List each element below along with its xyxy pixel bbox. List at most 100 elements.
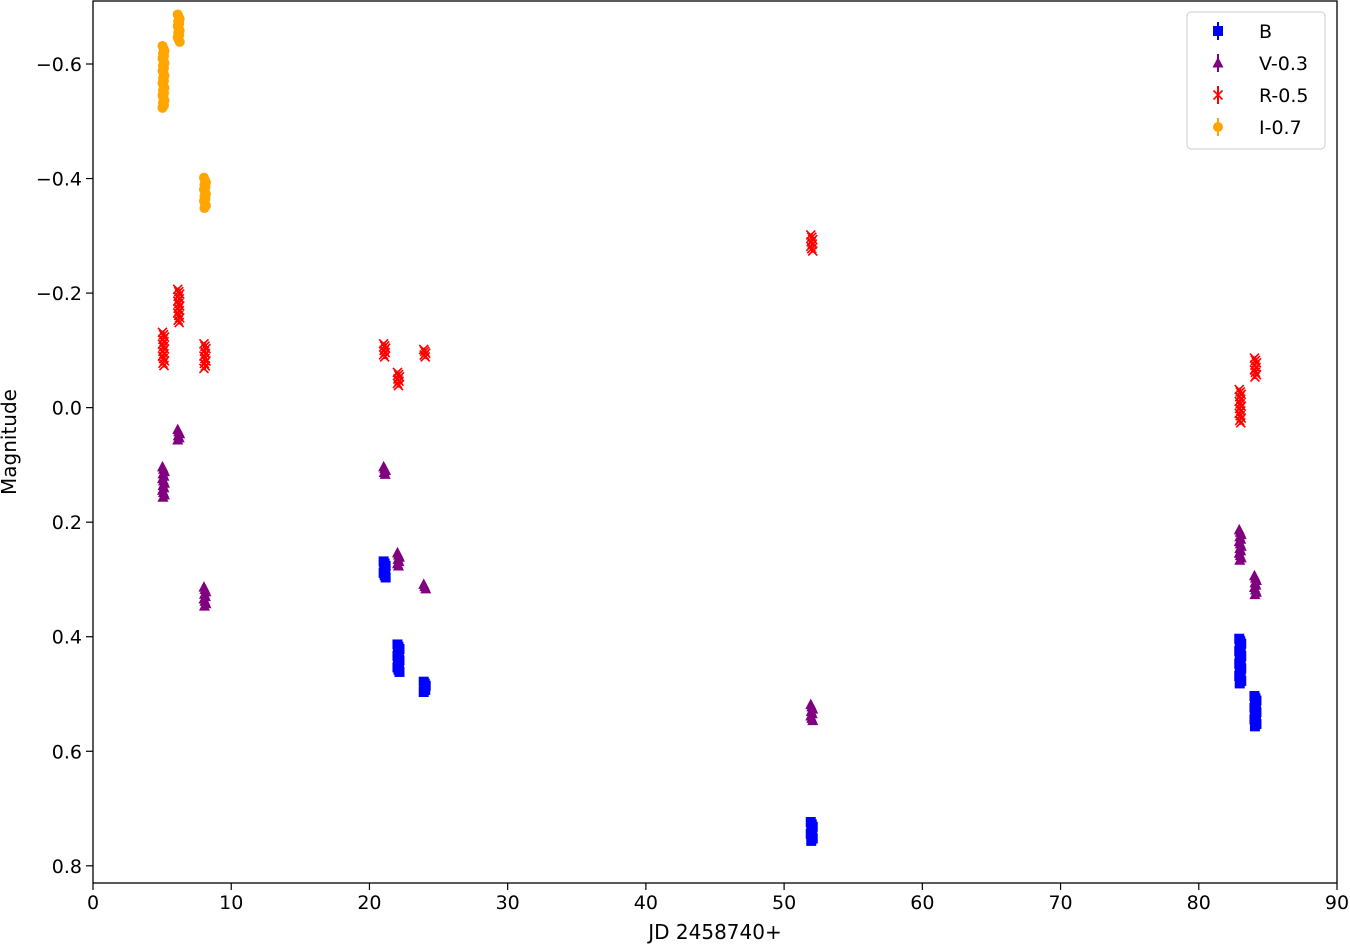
data-cluster xyxy=(418,578,432,594)
data-point xyxy=(807,245,818,257)
data-cluster xyxy=(172,9,185,47)
data-cluster xyxy=(805,229,818,257)
legend-label: R-0.5 xyxy=(1259,85,1309,107)
data-cluster xyxy=(156,460,170,502)
series-b xyxy=(378,556,1262,846)
y-tick-label: 0.2 xyxy=(52,512,82,534)
data-cluster xyxy=(1249,691,1262,732)
y-tick-label: 0.0 xyxy=(52,398,82,420)
data-point xyxy=(157,358,169,369)
data-cluster xyxy=(1249,353,1262,383)
legend-label: B xyxy=(1259,21,1272,43)
data-point xyxy=(392,560,404,571)
data-layer xyxy=(156,9,1262,846)
x-tick-label: 90 xyxy=(1325,892,1349,914)
data-point xyxy=(378,349,389,360)
series-i-0-7 xyxy=(157,9,211,214)
legend: B V-0.3 R-0.5 I-0.7 xyxy=(1186,11,1326,150)
data-point xyxy=(807,714,819,726)
data-cluster xyxy=(391,546,405,571)
x-tick-label: 40 xyxy=(634,892,658,914)
y-tick-label: −0.2 xyxy=(36,283,82,305)
data-point xyxy=(379,351,390,363)
y-axis-ticks: −0.6 −0.4 −0.2 0.0 0.2 0.4 0.6 0.8 xyxy=(36,54,93,878)
legend-entry: B xyxy=(1213,21,1272,43)
legend-marker xyxy=(1213,122,1223,132)
data-cluster xyxy=(1234,384,1247,428)
x-tick-label: 0 xyxy=(87,892,99,914)
plot-frame xyxy=(92,0,1338,884)
legend-label: I-0.7 xyxy=(1259,117,1302,139)
y-tick-label: 0.4 xyxy=(52,627,82,649)
x-tick-label: 60 xyxy=(910,892,934,914)
data-point xyxy=(1249,371,1261,383)
data-point xyxy=(393,380,404,391)
y-axis-label: Magnitude xyxy=(0,389,21,495)
x-axis-ticks: 0 10 20 30 40 50 60 70 80 90 xyxy=(87,883,1349,914)
data-point xyxy=(198,600,210,611)
data-point xyxy=(806,243,817,254)
data-point xyxy=(394,666,405,677)
y-tick-label: 0.6 xyxy=(52,741,82,763)
x-tick-label: 30 xyxy=(496,892,520,914)
data-cluster xyxy=(378,460,392,479)
data-cluster xyxy=(172,423,186,445)
data-cluster xyxy=(1234,633,1247,689)
legend-marker xyxy=(1212,57,1224,68)
data-point xyxy=(172,434,184,445)
data-point xyxy=(199,203,210,214)
data-point xyxy=(1234,415,1245,426)
y-tick-label: −0.4 xyxy=(36,169,82,191)
data-cluster xyxy=(157,327,170,371)
data-point xyxy=(1235,417,1246,428)
data-cluster xyxy=(198,338,212,374)
data-cluster xyxy=(392,367,405,391)
x-tick-label: 10 xyxy=(219,892,243,914)
data-cluster xyxy=(378,556,391,583)
data-point xyxy=(1249,721,1260,732)
data-cluster xyxy=(418,344,431,363)
data-cluster xyxy=(157,40,170,113)
legend-marker xyxy=(1213,26,1223,36)
data-point xyxy=(157,491,169,502)
data-point xyxy=(174,317,185,328)
legend-marker xyxy=(1212,89,1224,101)
data-point xyxy=(1249,588,1261,600)
x-axis-label: JD 2458740+ xyxy=(646,920,782,944)
data-cluster xyxy=(805,698,819,726)
data-point xyxy=(1234,554,1246,565)
legend-entry: I-0.7 xyxy=(1213,117,1302,139)
legend-box xyxy=(1186,11,1326,150)
data-cluster xyxy=(392,639,405,677)
data-point xyxy=(158,360,170,371)
legend-label: V-0.3 xyxy=(1259,53,1308,75)
data-point xyxy=(806,835,817,846)
data-cluster xyxy=(198,172,211,214)
data-point xyxy=(418,687,429,697)
data-cluster xyxy=(1233,523,1247,565)
data-cluster xyxy=(805,817,818,846)
data-point xyxy=(1234,678,1245,689)
data-cluster xyxy=(198,581,212,611)
x-tick-label: 20 xyxy=(357,892,381,914)
data-point xyxy=(379,468,391,479)
x-tick-label: 70 xyxy=(1048,892,1072,914)
series-v-0-3 xyxy=(156,423,1262,726)
x-tick-label: 50 xyxy=(772,892,796,914)
data-point xyxy=(174,36,185,47)
data-point xyxy=(173,315,184,326)
data-cluster xyxy=(172,284,185,328)
y-tick-label: −0.6 xyxy=(36,54,82,76)
data-point xyxy=(198,363,210,374)
legend-entry: R-0.5 xyxy=(1212,85,1309,107)
data-point xyxy=(392,378,403,389)
data-point xyxy=(380,572,391,583)
legend-entry: V-0.3 xyxy=(1212,53,1308,75)
data-point xyxy=(420,351,431,363)
x-tick-label: 80 xyxy=(1187,892,1211,914)
data-cluster xyxy=(418,676,431,697)
data-cluster xyxy=(1248,569,1262,600)
data-point xyxy=(157,102,168,113)
